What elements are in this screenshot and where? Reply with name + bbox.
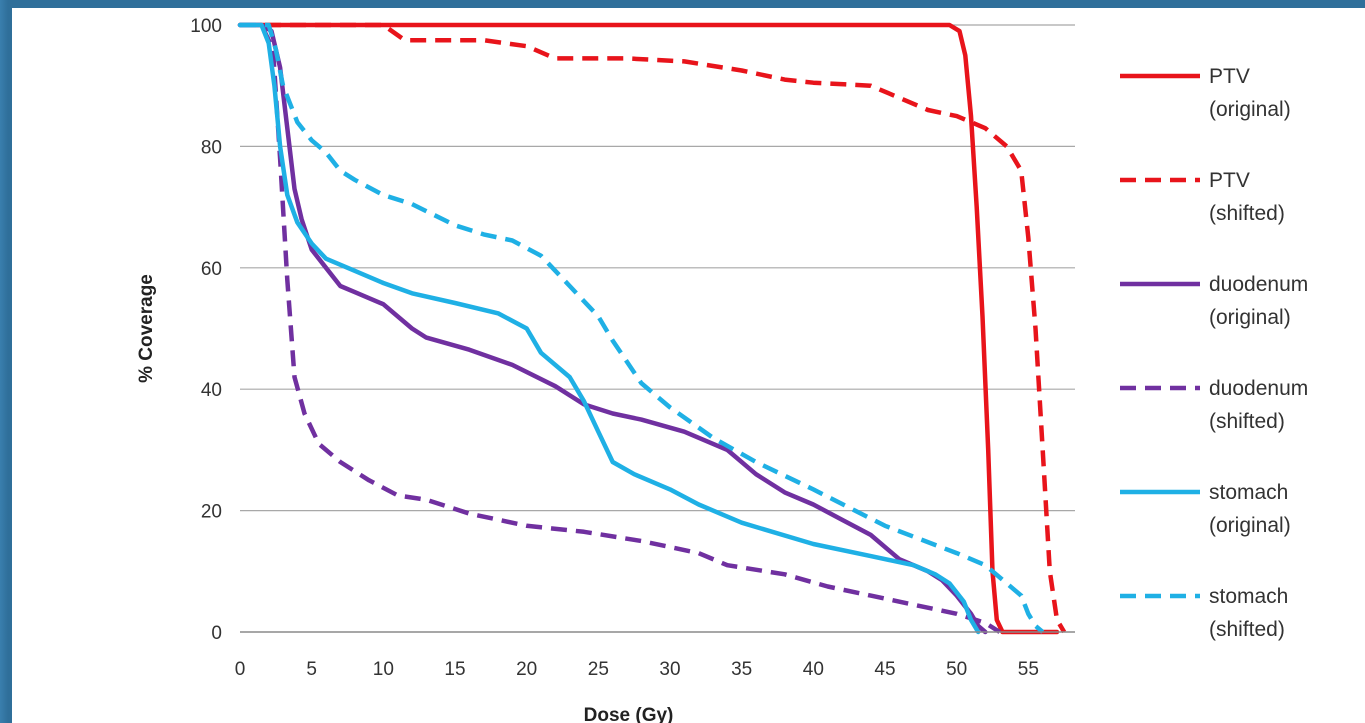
dose-volume-chart: 0 20 40 60 80 100 0 5 10 15 20 25 30 35 40 45 50 55 Dose (…: [136, 16, 1308, 723]
x-tick-label: 30: [659, 659, 680, 680]
x-tick-label: 50: [946, 659, 967, 680]
legend-label-line2: (shifted): [1209, 618, 1285, 641]
x-tick-label: 55: [1018, 659, 1039, 680]
legend-label-line1: PTV: [1209, 169, 1250, 192]
x-tick-label: 45: [874, 659, 895, 680]
series-line-1: [237, 22, 1060, 635]
y-tick-label: 20: [201, 502, 222, 523]
legend-label-line2: (shifted): [1209, 410, 1285, 433]
chart-panel: 0 20 40 60 80 100 0 5 10 15 20 25 30 35 40 45 50 55 Dose (…: [12, 8, 1365, 723]
x-axis-title: Dose (Gy): [584, 705, 674, 723]
y-tick-label: 0: [211, 623, 222, 644]
series-line-5: [237, 22, 981, 635]
x-tick-label: 15: [444, 659, 465, 680]
x-tick-label: 5: [306, 659, 317, 680]
x-tick-label: 20: [516, 659, 537, 680]
y-tick-label: 40: [201, 380, 222, 401]
series-lines: [237, 22, 1067, 635]
x-tick-label: 25: [588, 659, 609, 680]
series-line-4: [240, 22, 1001, 634]
legend-label-line2: (original): [1209, 98, 1291, 121]
y-tick-label: 100: [190, 16, 222, 37]
y-axis-title: % Coverage: [136, 274, 157, 383]
legend-label-line2: (original): [1209, 306, 1291, 329]
x-tick-label: 40: [803, 659, 824, 680]
legend-label-line1: stomach: [1209, 481, 1288, 504]
legend: PTV (original) PTV (shifted) duodenum (origin…: [1120, 65, 1308, 641]
axes: 0 20 40 60 80 100 0 5 10 15 20 25 30 35 40 45 50 55 Dose (…: [136, 16, 1075, 723]
series-line-6: [240, 22, 1045, 634]
legend-label-line1: PTV: [1209, 65, 1250, 88]
legend-label-line1: stomach: [1209, 585, 1288, 608]
legend-label-line1: duodenum: [1209, 273, 1308, 296]
legend-label-line2: (original): [1209, 514, 1291, 537]
x-tick-label: 0: [235, 659, 246, 680]
legend-label-line2: (shifted): [1209, 202, 1285, 225]
x-tick-label: 10: [373, 659, 394, 680]
x-tick-label: 35: [731, 659, 752, 680]
series-line-3: [237, 22, 988, 635]
y-tick-label: 80: [201, 137, 222, 158]
y-tick-label: 60: [201, 259, 222, 280]
legend-label-line1: duodenum: [1209, 377, 1308, 400]
series-line-2: [240, 22, 1067, 634]
gridlines: [240, 24, 1075, 512]
